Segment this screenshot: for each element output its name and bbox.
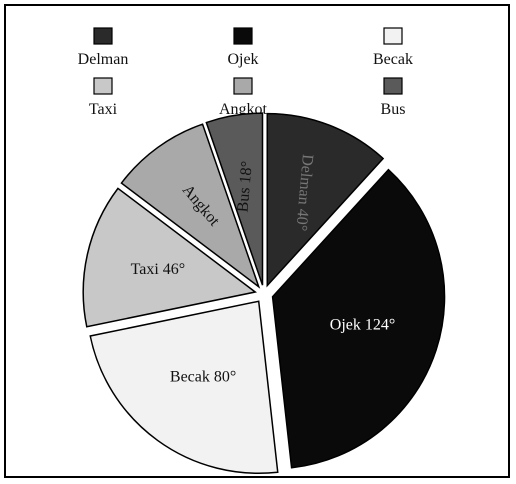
legend-label-bus: Bus: [381, 101, 406, 118]
chart-frame: Delman Ojek Becak Taxi Angkot Bus Delman 40° O…: [4, 4, 510, 478]
legend-label-ojek: Ojek: [227, 51, 258, 68]
pie-slice-delman: [266, 112, 385, 288]
legend-swatch-bus: [383, 77, 403, 95]
pie-slices: [82, 112, 446, 475]
legend-label-taxi: Taxi: [89, 101, 118, 118]
legend-swatch-angkot: [233, 77, 253, 95]
slice-label-taxi: Taxi 46°: [131, 261, 186, 278]
pie-slice-bus: [205, 112, 264, 286]
slice-label-bus: Bus 18°: [234, 160, 255, 213]
legend-label-delman: Delman: [78, 51, 129, 68]
legend-swatch-ojek: [233, 27, 253, 45]
pie-slice-angkot: [120, 123, 261, 289]
pie-slice-taxi: [82, 187, 257, 328]
slice-label-becak: Becak 80°: [170, 368, 236, 385]
pie-slice-becak: [89, 300, 279, 475]
legend-swatch-taxi: [93, 77, 113, 95]
slice-label-ojek: Ojek 124°: [330, 317, 396, 334]
legend-swatch-delman: [93, 27, 113, 45]
slice-label-delman: Delman 40°: [292, 154, 316, 232]
legend-label-becak: Becak: [373, 51, 413, 68]
legend-swatch-becak: [383, 27, 403, 45]
pie-slice-ojek: [271, 168, 446, 469]
